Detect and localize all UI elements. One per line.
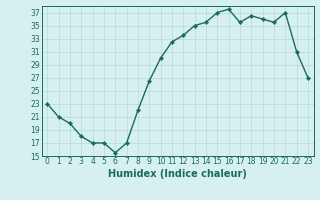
X-axis label: Humidex (Indice chaleur): Humidex (Indice chaleur)	[108, 169, 247, 179]
